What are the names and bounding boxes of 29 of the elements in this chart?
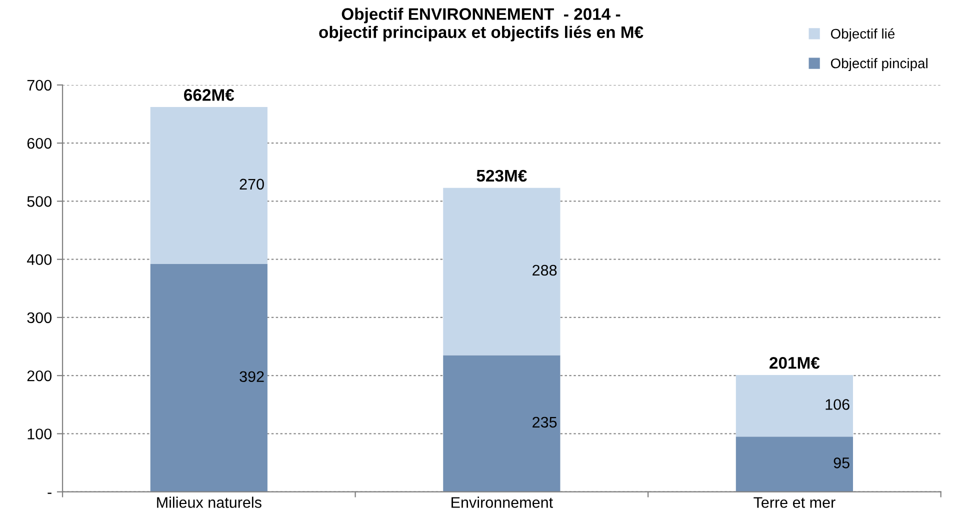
y-tick-label: - (48, 492, 52, 494)
data-label: 288 (532, 264, 557, 276)
data-label: 392 (240, 371, 264, 382)
bar (443, 355, 560, 492)
bar (150, 264, 268, 492)
data-label: 106 (826, 399, 850, 410)
legend-label: Objectif pincipal (830, 58, 928, 72)
chart-title: Objectif ENVIRONNEMENT - 2014 - objectif principaux et objectifs liés en M€ (319, 8, 644, 42)
data-label: 95 (834, 458, 850, 468)
y-tick-label: 500 (27, 196, 52, 207)
y-tick-label: 400 (26, 254, 52, 266)
y-tick-label: 600 (27, 138, 52, 149)
bar (150, 107, 268, 264)
total-label: 201M€ (770, 357, 820, 369)
x-tick-label: Environnement (452, 496, 553, 508)
total-label: 662M€ (184, 89, 234, 101)
y-tick-label: 700 (27, 80, 52, 91)
legend-label: Objectif lié (830, 28, 895, 42)
x-tick-label: Milieux naturels (157, 496, 262, 508)
bar (736, 436, 854, 492)
data-label: 235 (532, 416, 557, 428)
total-label: 523M€ (476, 170, 527, 182)
data-label: 270 (240, 178, 264, 190)
y-tick-label: 100 (28, 428, 52, 440)
bar (443, 188, 560, 356)
bar (736, 375, 854, 437)
y-tick-label: 200 (27, 370, 52, 382)
y-tick-label: 300 (27, 312, 52, 324)
x-tick-label: Terre et mer (754, 497, 836, 508)
